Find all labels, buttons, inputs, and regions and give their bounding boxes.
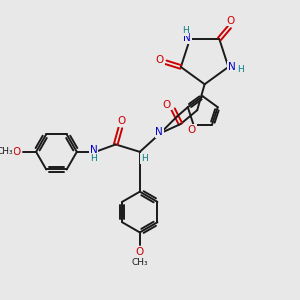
Text: CH₃: CH₃ — [0, 147, 13, 156]
Text: N: N — [183, 33, 191, 43]
Text: N: N — [228, 62, 236, 72]
Text: H: H — [182, 26, 189, 35]
Text: O: O — [188, 125, 196, 135]
Text: CH₃: CH₃ — [131, 257, 148, 266]
Text: O: O — [163, 100, 171, 110]
Text: N: N — [155, 128, 163, 137]
Text: H: H — [141, 154, 148, 163]
Text: O: O — [226, 16, 235, 26]
Text: O: O — [13, 147, 21, 157]
Text: H: H — [237, 65, 244, 74]
Text: O: O — [136, 247, 144, 257]
Text: N: N — [90, 145, 98, 155]
Text: O: O — [117, 116, 125, 126]
Text: O: O — [155, 56, 164, 65]
Text: H: H — [90, 154, 97, 163]
